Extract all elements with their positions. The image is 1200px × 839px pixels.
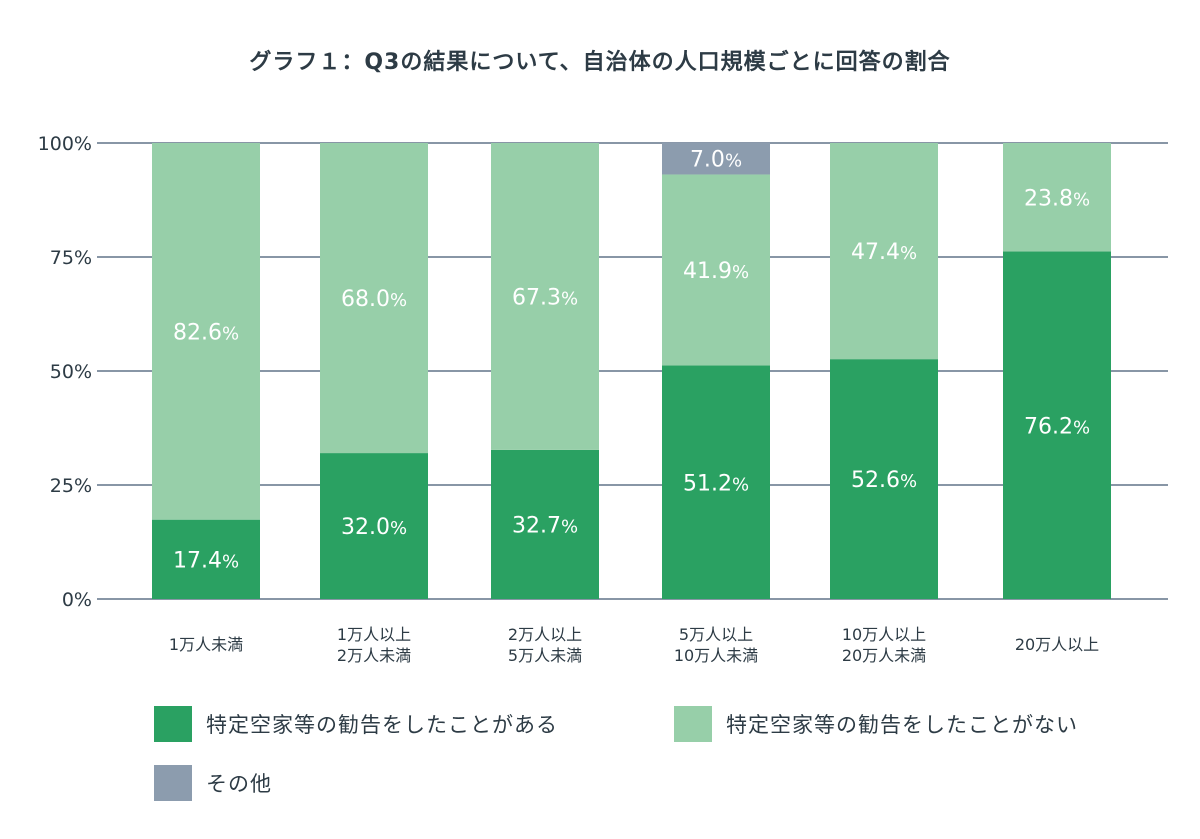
data-label-0-1: 82.6%	[173, 320, 239, 345]
x-category-label-5-0: 20万人以上	[1015, 635, 1099, 654]
data-label-5-1: 23.8%	[1024, 186, 1090, 211]
bar-segment-4-1	[830, 143, 938, 360]
bar-segment-2-1	[491, 143, 599, 450]
bar-segment-1-1	[320, 143, 428, 454]
bar-segment-3-1	[662, 174, 770, 366]
bar-segment-0-1	[152, 143, 260, 520]
data-label-0-0: 17.4%	[173, 548, 239, 573]
y-tick-label-0: 0%	[62, 589, 92, 611]
x-category-label-2-0: 2万人以上	[508, 625, 582, 644]
bar-segment-5-1	[1003, 143, 1111, 252]
data-label-2-0: 32.7%	[512, 513, 578, 538]
x-category-label-4-0: 10万人以上	[842, 625, 926, 644]
bar-segment-5-0	[1003, 251, 1111, 599]
bar-segment-3-0	[662, 365, 770, 599]
x-category-label-1-1: 2万人未満	[337, 646, 411, 665]
x-category-label-4-1: 20万人未満	[842, 646, 926, 665]
x-category-label-0-0: 1万人未満	[169, 635, 243, 654]
bar-segment-3-2	[662, 142, 770, 175]
y-tick-label-75: 75%	[50, 247, 92, 269]
data-label-3-0: 51.2%	[683, 471, 749, 496]
data-label-4-1: 47.4%	[851, 240, 917, 265]
bar-segment-2-0	[491, 449, 599, 599]
data-label-4-0: 52.6%	[851, 468, 917, 493]
y-tick-label-100: 100%	[38, 133, 92, 155]
x-category-label-3-0: 5万人以上	[679, 625, 753, 644]
x-category-label-2-1: 5万人未満	[508, 646, 582, 665]
data-label-3-2: 7.0%	[690, 148, 742, 173]
bar-segment-0-0	[152, 519, 260, 599]
data-label-1-1: 68.0%	[341, 287, 407, 312]
bar-segment-4-0	[830, 359, 938, 599]
bar-segment-1-0	[320, 453, 428, 599]
y-tick-label-50: 50%	[50, 361, 92, 383]
data-label-3-1: 41.9%	[683, 259, 749, 284]
data-label-5-0: 76.2%	[1024, 414, 1090, 439]
y-tick-label-25: 25%	[50, 475, 92, 497]
x-category-label-1-0: 1万人以上	[337, 625, 411, 644]
data-label-2-1: 67.3%	[512, 285, 578, 310]
chart-title: グラフ１：Q3の結果について、自治体の人口規模ごとに回答の割合	[249, 50, 951, 75]
x-category-label-3-1: 10万人未満	[674, 646, 758, 665]
data-label-1-0: 32.0%	[341, 515, 407, 540]
